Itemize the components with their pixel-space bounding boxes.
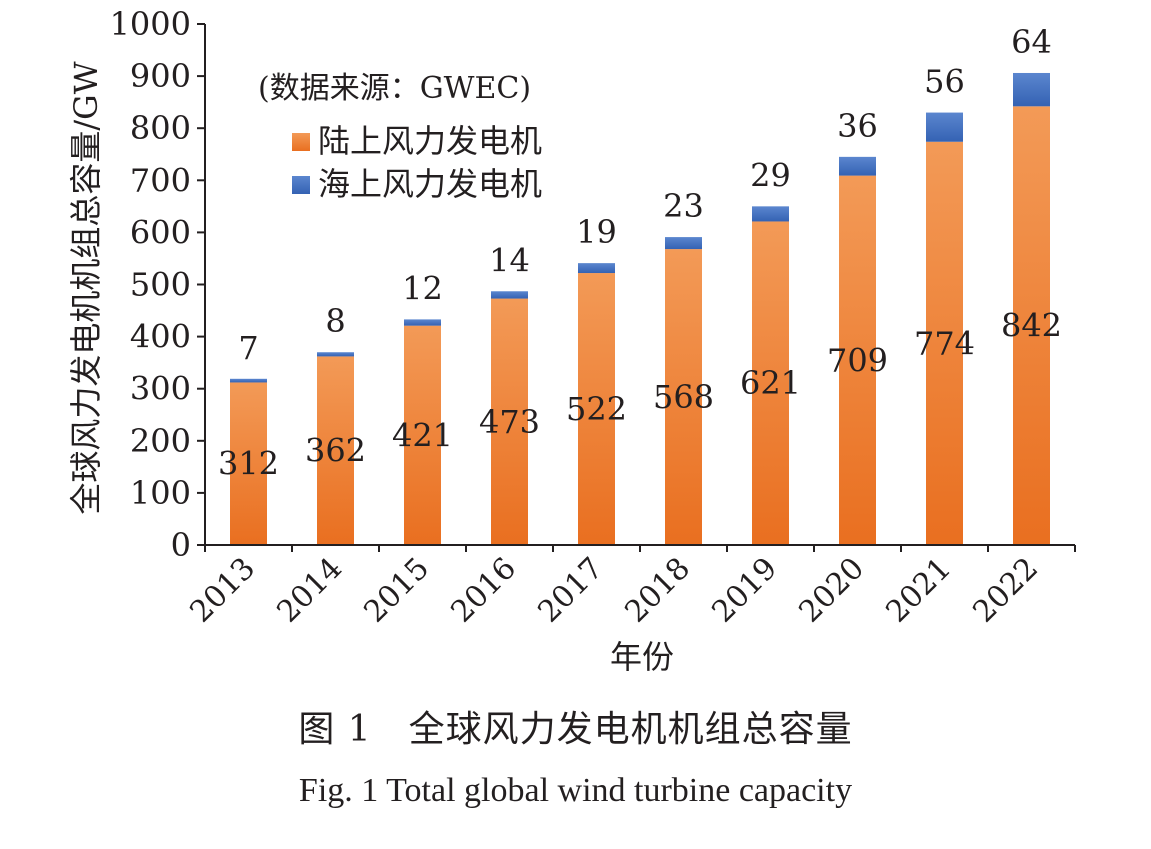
y-tick-label: 100 [130, 474, 191, 512]
bar-onshore [665, 249, 702, 545]
bar-onshore [752, 221, 789, 546]
x-tick-label: 2018 [618, 551, 697, 630]
data-label-offshore: 7 [238, 329, 258, 367]
data-label-offshore: 8 [325, 302, 345, 340]
figure-caption-en: Fig. 1 Total global wind turbine capacit… [298, 772, 853, 809]
y-tick-label: 1000 [110, 5, 191, 43]
bar-offshore [317, 352, 354, 357]
bar-offshore [752, 206, 789, 222]
y-tick-label: 500 [130, 266, 191, 304]
bar-offshore [839, 156, 876, 176]
bar-onshore [839, 175, 876, 545]
bar-offshore [491, 291, 528, 299]
data-label-offshore: 29 [750, 156, 791, 194]
y-tick-label: 600 [130, 213, 191, 251]
data-label-onshore: 522 [566, 390, 627, 428]
source-note: (数据来源：GWEC) [258, 71, 531, 106]
data-label-offshore: 56 [924, 63, 965, 101]
data-label-offshore: 23 [663, 187, 704, 225]
x-tick-label: 2020 [792, 551, 871, 630]
data-label-onshore: 621 [740, 364, 801, 402]
x-axis-title: 年份 [610, 638, 674, 676]
legend-label-offshore: 海上风力发电机 [318, 165, 542, 203]
bar-onshore [578, 273, 615, 545]
x-tick-label: 2022 [966, 551, 1045, 630]
bar-offshore [578, 263, 615, 274]
y-tick-label: 200 [130, 422, 191, 460]
data-label-onshore: 362 [305, 432, 366, 470]
y-axis-title: 全球风力发电机机组总容量/GW [67, 61, 105, 514]
bar-offshore [1013, 72, 1050, 107]
data-label-offshore: 12 [402, 269, 443, 307]
data-label-onshore: 312 [218, 445, 279, 483]
y-tick-label: 0 [171, 526, 191, 564]
bar-offshore [665, 237, 702, 250]
x-tick-label: 2015 [357, 551, 436, 630]
bar-onshore [926, 141, 963, 545]
bar-onshore [1013, 106, 1050, 546]
x-tick-label: 2013 [183, 551, 262, 630]
bar-offshore [404, 319, 441, 326]
data-label-onshore: 568 [653, 378, 714, 416]
data-label-onshore: 709 [827, 341, 888, 379]
data-label-onshore: 421 [392, 416, 453, 454]
legend-swatch-offshore [292, 176, 310, 194]
x-tick-label: 2021 [879, 551, 958, 630]
bar-onshore [317, 356, 354, 545]
data-label-onshore: 842 [1001, 307, 1062, 345]
data-label-offshore: 14 [489, 241, 530, 279]
bar-offshore [926, 112, 963, 142]
bar-onshore [230, 382, 267, 545]
legend-label-onshore: 陆上风力发电机 [318, 122, 542, 160]
y-tick-label: 800 [130, 109, 191, 147]
stacked-bar-chart: 0 100 200 300 400 500 600 700 800 900 1000 2013 2014… [67, 5, 1076, 676]
data-label-offshore: 36 [837, 107, 878, 145]
bar-onshore [491, 298, 528, 545]
bar-offshore [230, 378, 267, 383]
figure-caption-cn: 图 1 全球风力发电机机组总容量 [298, 709, 853, 750]
y-tick-label: 700 [130, 161, 191, 199]
x-tick-label: 2016 [444, 551, 523, 630]
x-tick-label: 2014 [270, 551, 349, 630]
y-tick-label: 900 [130, 57, 191, 95]
data-label-onshore: 473 [479, 403, 540, 441]
data-label-onshore: 774 [914, 324, 975, 362]
x-tick-label: 2019 [705, 551, 784, 630]
y-tick-label: 300 [130, 370, 191, 408]
y-tick-label: 400 [130, 318, 191, 356]
data-label-offshore: 64 [1011, 23, 1052, 61]
data-label-offshore: 19 [576, 213, 617, 251]
bar-onshore [404, 325, 441, 545]
legend-swatch-onshore [292, 133, 310, 151]
x-tick-label: 2017 [531, 551, 610, 630]
